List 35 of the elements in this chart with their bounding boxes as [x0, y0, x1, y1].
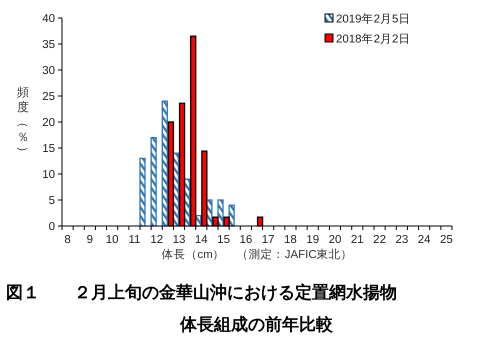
x-tick-label: 9 [86, 234, 94, 246]
x-tick-label: 19 [306, 234, 320, 246]
x-tick-label: 22 [373, 234, 386, 246]
bar [150, 136, 157, 227]
legend-label: 2018年2月2日 [336, 32, 410, 46]
title: 図１ ２月上旬の金華山沖における定置網水揚物体長組成の前年比較 [6, 283, 397, 334]
x-tick-label: 18 [284, 234, 297, 246]
bar [162, 100, 168, 227]
y-tick-label: 10 [42, 169, 55, 181]
x-tick-label: 20 [328, 234, 342, 246]
y-tick-label: 15 [42, 143, 55, 155]
x-tick-label: 12 [150, 234, 164, 246]
x-axis-title: 体長（cm） （測定：JAFIC東北） [161, 247, 353, 261]
y-tick-label: 20 [42, 117, 55, 129]
y-tick-label: 5 [48, 195, 55, 207]
y-tick-label: 0 [48, 221, 55, 233]
x-tick-label: 21 [350, 234, 364, 246]
x-tick-label: 11 [128, 234, 140, 246]
x-tick-label: 23 [395, 234, 408, 246]
legend-label: 2019年2月5日 [336, 12, 410, 26]
x-tick-label: 16 [239, 234, 252, 246]
x-tick-label: 24 [418, 234, 432, 246]
y-tick-label: 30 [42, 65, 55, 77]
y-tick-label: 40 [42, 13, 55, 25]
x-tick-label: 15 [217, 234, 230, 246]
bar [139, 158, 146, 227]
y-tick-label: 25 [42, 91, 55, 103]
x-tick-label: 14 [194, 234, 208, 246]
y-tick-label: 35 [42, 39, 55, 51]
x-tick-label: 10 [106, 234, 119, 246]
x-tick-label: 13 [172, 234, 186, 246]
ylabel: 頻度（％） [16, 85, 30, 158]
x-tick-label: 25 [440, 234, 453, 246]
x-tick-label: 17 [262, 234, 275, 246]
x-tick-label: 8 [64, 234, 71, 246]
